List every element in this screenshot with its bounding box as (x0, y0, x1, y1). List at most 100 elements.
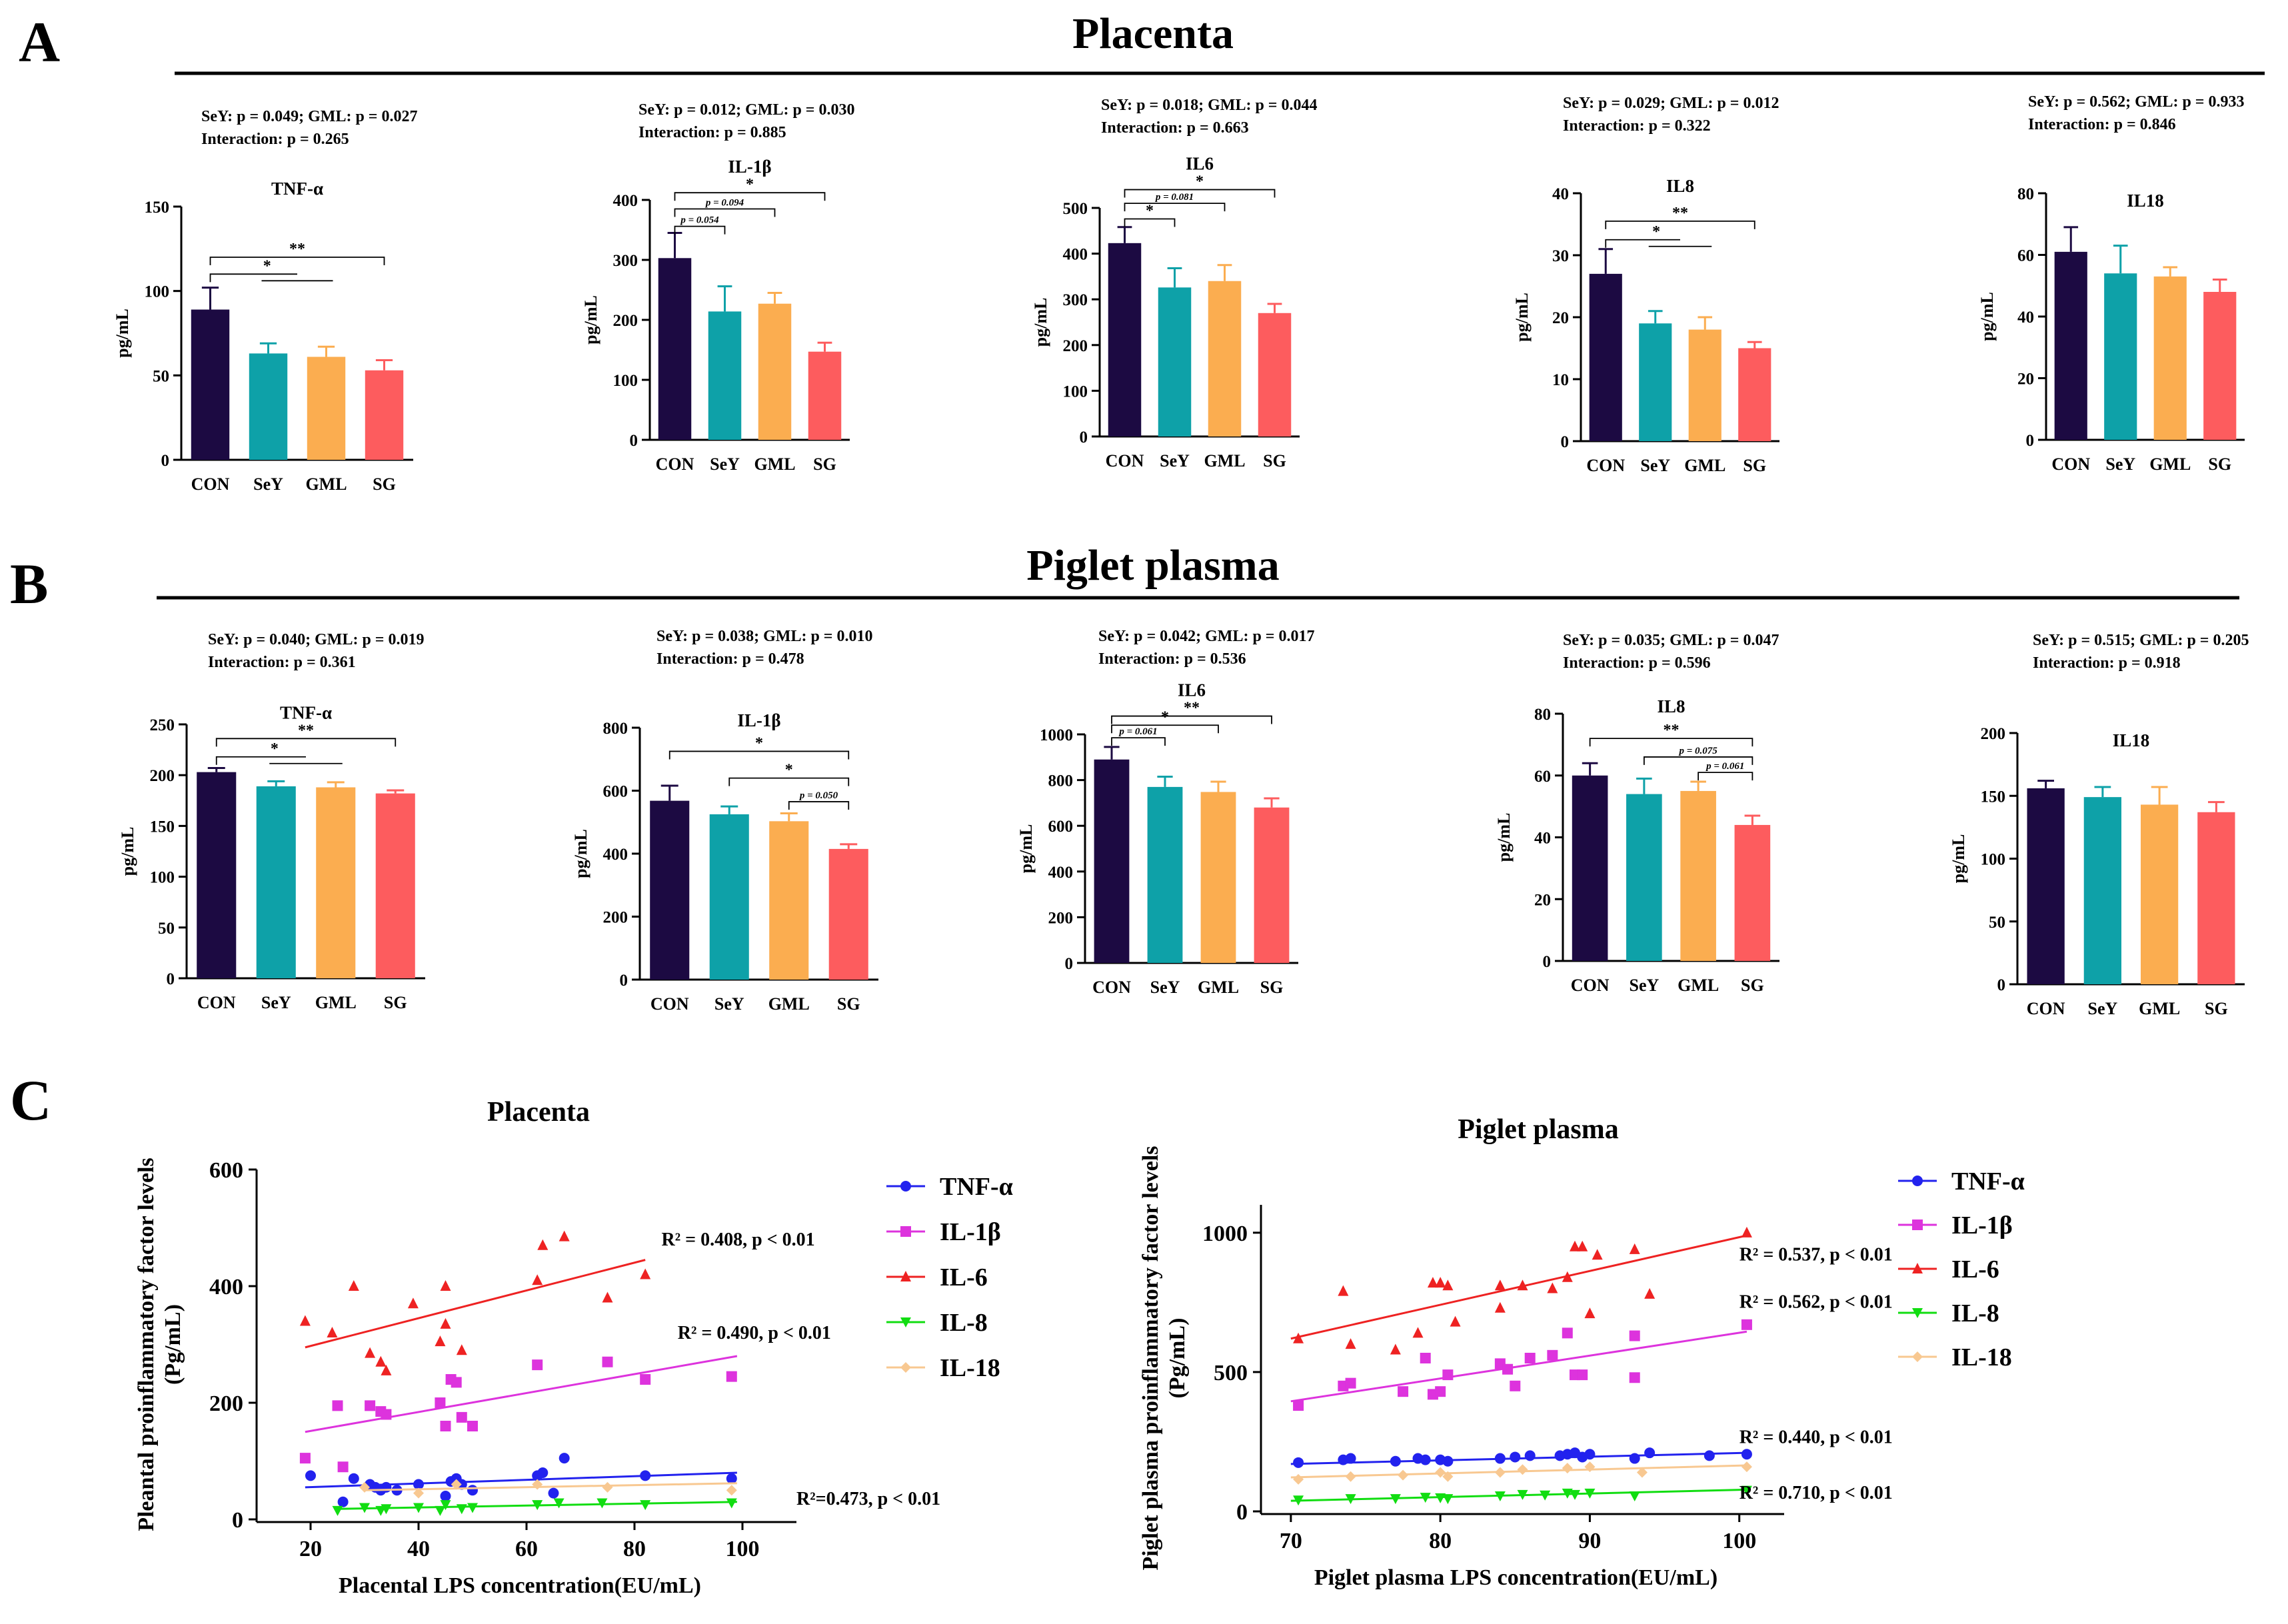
data-point-diamond (1912, 1351, 1923, 1362)
y-axis-label: Pleantal proinflammatory factor levels (134, 1158, 159, 1531)
x-tick-label: GML (2139, 999, 2180, 1018)
y-tick-label: 200 (1048, 909, 1074, 927)
data-point-circle (1524, 1450, 1536, 1461)
legend-label: IL-6 (1951, 1255, 1999, 1283)
r2-annotation: R² = 0.490, p < 0.01 (678, 1323, 831, 1343)
bar-sg (1734, 824, 1771, 961)
y-tick-label: 50 (158, 920, 175, 938)
data-point-diamond (1562, 1463, 1573, 1474)
bar-gml (2153, 276, 2187, 440)
x-tick-label: SG (373, 474, 396, 494)
y-tick-label: 150 (150, 818, 175, 836)
bar-con (2054, 251, 2087, 440)
data-point-triangle (1450, 1315, 1461, 1327)
x-tick-label: SG (2208, 454, 2231, 474)
bar-gml (769, 821, 809, 980)
r2-annotation: R²=0.473, p < 0.01 (796, 1489, 940, 1509)
r2-annotation: R² = 0.408, p < 0.01 (662, 1229, 815, 1250)
x-tick-label: GML (305, 474, 347, 494)
data-point-square (299, 1453, 311, 1464)
chart-a3: SeY: p = 0.018; GML: p = 0.044 Interactio… (1031, 97, 1317, 470)
y-tick-label: 10 (1552, 371, 1569, 389)
chart-title: IL18 (2127, 191, 2164, 211)
data-point-circle (1442, 1455, 1454, 1467)
sig-fork (1605, 239, 1712, 248)
sig-label: * (271, 740, 279, 758)
legend-label: TNF-α (940, 1173, 1013, 1201)
y-tick-label: 0 (620, 972, 628, 990)
stats-text: SeY: p = 0.049; GML: p = 0.027 (201, 108, 417, 125)
bar-gml (1688, 329, 1721, 441)
stats-text: Interaction: p = 0.885 (638, 124, 786, 141)
sig-bracket (1698, 772, 1753, 781)
sig-label: p = 0.075 (1678, 746, 1717, 756)
data-point-triangle (1912, 1263, 1923, 1273)
y-tick-label: 0 (630, 432, 638, 450)
y-tick-label: 50 (1989, 914, 2005, 932)
data-point-triangle-down (440, 1500, 451, 1511)
sig-bracket (1111, 715, 1272, 724)
data-point-circle (381, 1481, 392, 1493)
data-point-diamond (1345, 1471, 1356, 1482)
data-point-diamond (1293, 1473, 1304, 1485)
y-axis-label: pg/mL (113, 309, 132, 358)
data-point-diamond (1517, 1464, 1528, 1475)
data-point-triangle (1570, 1240, 1580, 1251)
bar-con (2027, 788, 2065, 984)
y-tick-label: 40 (2017, 309, 2034, 327)
stats-text: Interaction: p = 0.361 (208, 654, 356, 671)
y-tick-label: 100 (145, 283, 170, 301)
sig-bracket (728, 777, 850, 786)
data-point-circle (1293, 1457, 1304, 1468)
y-tick-label: 600 (209, 1158, 243, 1183)
data-point-diamond (451, 1479, 462, 1490)
data-point-circle (1420, 1454, 1431, 1465)
series-il-1- (299, 1355, 738, 1473)
legend-label: IL-6 (940, 1263, 988, 1291)
y-tick-label: 1000 (1202, 1221, 1248, 1246)
data-point-circle (1584, 1449, 1596, 1460)
sig-label: * (263, 257, 271, 275)
data-point-triangle (1435, 1277, 1446, 1288)
x-tick-label: GML (754, 454, 795, 474)
x-tick-label: SeY (1640, 456, 1670, 475)
x-tick-label: 100 (726, 1537, 760, 1561)
sig-label: p = 0.081 (1154, 192, 1194, 203)
sig-bracket (1111, 737, 1166, 746)
y-tick-label: 80 (1534, 706, 1551, 724)
x-tick-label: CON (1092, 978, 1131, 997)
data-point-circle (559, 1453, 570, 1464)
y-tick-label: 300 (613, 252, 638, 270)
chart-title: TNF-α (271, 179, 323, 199)
data-point-circle (1704, 1450, 1715, 1461)
data-point-square (1420, 1353, 1431, 1363)
bar-gml (2140, 804, 2179, 984)
data-point-triangle (1629, 1243, 1640, 1254)
bar-gml (758, 303, 792, 440)
x-tick-label: SeY (1160, 451, 1190, 470)
x-tick-label: SG (2205, 999, 2228, 1018)
data-point-triangle-down (1345, 1494, 1356, 1505)
data-point-triangle (1390, 1343, 1401, 1355)
data-point-triangle (456, 1344, 467, 1355)
sig-bracket (1124, 189, 1276, 198)
data-point-circle (1510, 1451, 1521, 1463)
sig-bracket (1605, 220, 1755, 229)
y-tick-label: 600 (1048, 818, 1074, 836)
y-tick-label: 250 (150, 716, 175, 734)
panel-letter-c: C (10, 1068, 51, 1132)
data-point-square (1741, 1319, 1752, 1330)
data-point-square (1442, 1369, 1454, 1381)
y-axis-label: pg/mL (1977, 292, 1997, 341)
data-point-triangle-down (359, 1503, 370, 1513)
bar-con (1108, 243, 1142, 436)
x-tick-label: 90 (1578, 1529, 1601, 1553)
y-tick-label: 20 (1534, 891, 1551, 909)
data-point-circle (467, 1485, 478, 1496)
fit-line (1290, 1488, 1747, 1502)
y-tick-label: 600 (603, 783, 628, 801)
r2-annotation: R² = 0.537, p < 0.01 (1739, 1245, 1893, 1265)
x-tick-label: 80 (623, 1537, 646, 1561)
x-tick-label: GML (1198, 978, 1239, 997)
x-tick-label: SeY (1629, 976, 1659, 995)
